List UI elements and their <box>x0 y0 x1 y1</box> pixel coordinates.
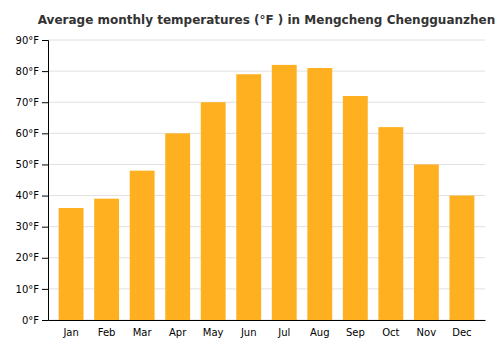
bars <box>59 65 475 320</box>
grid <box>48 40 485 320</box>
bar <box>59 208 84 320</box>
y-tick-mark <box>42 196 48 197</box>
chart: 0°F 10°F 20°F 30°F 40°F 50°F 60°F 70°F 80°F 90°F J… <box>0 0 500 350</box>
bar <box>130 171 155 320</box>
y-axis: 0°F 10°F 20°F 30°F 40°F 50°F 60°F 70°F 80°F 90°F <box>16 35 49 326</box>
y-tick-label: 80°F <box>16 66 40 77</box>
bar <box>449 196 474 320</box>
x-tick-label: Sep <box>346 327 365 338</box>
grid-line <box>48 71 485 72</box>
y-tick: 80°F <box>16 66 48 77</box>
y-tick-label: 70°F <box>16 97 40 108</box>
bar <box>414 164 439 320</box>
y-tick-mark <box>42 164 48 165</box>
y-tick-label: 90°F <box>16 35 40 46</box>
bar <box>201 102 226 320</box>
y-tick: 60°F <box>16 128 48 139</box>
x-tick: Sep <box>346 327 365 338</box>
y-tick-label: 0°F <box>22 315 39 326</box>
y-tick-label: 60°F <box>16 128 40 139</box>
bar <box>236 74 261 320</box>
y-tick-label: 20°F <box>16 252 40 263</box>
y-tick: 20°F <box>16 252 48 263</box>
bar <box>343 96 368 320</box>
x-tick-label: Dec <box>452 327 471 338</box>
bar <box>307 68 332 320</box>
y-axis-line <box>42 41 49 321</box>
y-tick-label: 40°F <box>16 190 40 201</box>
x-tick: Aug <box>310 327 330 338</box>
y-tick-mark <box>42 40 48 41</box>
x-tick-label: Apr <box>169 327 187 338</box>
y-tick-label: 30°F <box>16 221 40 232</box>
x-tick-label: Jul <box>277 327 290 338</box>
x-tick-label: Oct <box>382 327 399 338</box>
x-tick-label: Mar <box>133 327 153 338</box>
x-tick: May <box>203 327 224 338</box>
y-tick: 10°F <box>16 284 48 295</box>
y-tick-label: 10°F <box>16 284 40 295</box>
y-tick-mark <box>42 289 48 290</box>
y-tick-mark <box>42 258 48 259</box>
x-tick-label: Jan <box>62 327 78 338</box>
grid-line <box>48 102 485 103</box>
y-tick-mark <box>42 227 48 228</box>
bar <box>94 199 119 320</box>
y-tick-mark <box>42 71 48 72</box>
y-tick: 50°F <box>16 159 48 170</box>
bar <box>272 65 297 320</box>
y-tick-mark <box>42 133 48 134</box>
x-tick: Dec <box>452 327 471 338</box>
grid-line <box>48 40 485 41</box>
x-tick: Jun <box>240 327 257 338</box>
title: Average monthly temperatures (°F ) in Me… <box>38 13 495 27</box>
y-tick: 70°F <box>16 97 48 108</box>
x-tick: Nov <box>417 327 437 338</box>
x-tick: Jul <box>277 327 290 338</box>
x-tick: Oct <box>382 327 399 338</box>
y-tick-mark <box>42 102 48 103</box>
y-tick: 0°F <box>22 315 48 326</box>
x-tick: Jan <box>62 327 78 338</box>
x-tick-label: Nov <box>417 327 437 338</box>
y-tick: 40°F <box>16 190 48 201</box>
x-tick-label: Aug <box>310 327 330 338</box>
bar <box>378 127 403 320</box>
x-tick-label: Feb <box>98 327 116 338</box>
y-tick: 30°F <box>16 221 48 232</box>
y-tick-mark <box>42 320 48 321</box>
bar <box>165 133 190 320</box>
x-tick: Feb <box>98 327 116 338</box>
x-tick-label: May <box>203 327 224 338</box>
x-tick: Apr <box>169 327 187 338</box>
x-tick-label: Jun <box>240 327 257 338</box>
y-tick: 90°F <box>16 35 48 46</box>
x-axis-line <box>49 320 486 321</box>
x-axis: Jan Feb Mar Apr May Jun Jul Aug Sep Oct Nov Dec <box>49 321 486 339</box>
grid-line <box>48 133 485 134</box>
y-tick-label: 50°F <box>16 159 40 170</box>
x-tick: Mar <box>133 327 153 338</box>
